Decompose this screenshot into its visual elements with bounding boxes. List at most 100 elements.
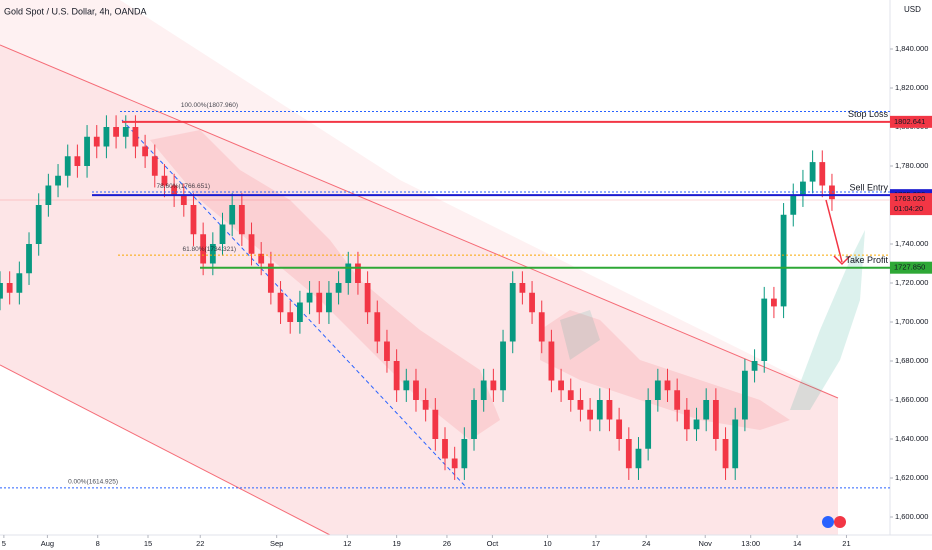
candle-body [471,400,477,440]
candle-body [35,205,42,245]
cloud [540,310,790,430]
x-tick-label: 12 [343,539,351,548]
last-price-label: 1763.020 [894,194,925,203]
candle-body [84,136,90,167]
candle-body [229,205,236,225]
candle-body [190,205,197,235]
chart-title: Gold Spot / U.S. Dollar, 4h, OANDA [4,6,147,16]
y-tick-label: 1,600.000 [895,512,928,521]
candle-body [142,146,149,157]
candle-body [171,185,178,196]
y-tick-label: 1,780.000 [895,161,928,170]
last-price-tag [890,193,932,216]
y-tick-label: 1,720.000 [895,278,928,287]
candle-body [384,341,390,362]
x-tick-label: 24 [642,539,650,548]
candle-body [296,302,303,323]
candle-body [790,195,797,215]
candle-body [442,439,448,459]
candle-body [674,390,681,410]
candle-body [0,283,3,299]
candle-body [306,292,313,303]
candle-body [596,400,603,420]
candle-body [606,400,613,420]
candle-body [180,195,187,206]
x-tick-label: 15 [144,539,152,548]
candle-body [625,439,632,469]
candle-body [829,185,835,200]
candle-body [761,298,768,362]
cloud [560,310,600,360]
candle-body [6,283,13,293]
x-tick-label: 10 [543,539,551,548]
candle-body [703,400,710,420]
candle-body [819,162,826,186]
candle-body [567,390,574,401]
channel-upper-line [0,44,839,399]
x-tick-label: 14 [793,539,801,548]
candle-body [45,185,52,206]
candle-body [519,283,526,293]
fib-label: 61.80%(1734.321) [183,246,237,253]
flag-icon [822,516,834,528]
y-tick-label: 1,680.000 [895,356,928,365]
y-tick-label: 1,640.000 [895,434,928,443]
x-tick-label: 19 [392,539,400,548]
x-tick-label: 26 [443,539,451,548]
candle-body [413,380,419,401]
candle-body [64,156,71,176]
candle-body [209,244,216,264]
candle-body [103,127,110,147]
flag-icon [834,516,846,528]
candle-body [548,341,555,381]
candle-body [200,234,207,264]
arrowhead [833,255,851,266]
x-tick-label: Oct [487,539,500,548]
level-name: Sell Entry [849,183,888,193]
candle-body [461,439,468,469]
y-tick-label: 1,820.000 [895,83,928,92]
fib-label: 100.00%(1807.960) [181,102,238,109]
candle-body [683,409,690,430]
candle-body [374,312,381,342]
candle-body [538,312,545,342]
candle-body [693,419,700,430]
y-tick-label: 1,840.000 [895,44,928,53]
candle-body [26,244,32,274]
candle-body [219,224,226,245]
candle-body [664,380,671,391]
price-tag-label: 1727.850 [894,263,925,272]
candle-body [480,380,487,401]
candle-body [722,439,729,469]
x-tick-label: Sep [270,539,283,548]
level-name: Take Profit [845,255,888,265]
candle-body [558,380,564,391]
candle-body [93,136,100,147]
candle-body [654,380,661,401]
candle-body [355,263,361,284]
cloud [790,230,865,410]
candle-body [238,205,245,235]
x-tick-label: 22 [196,539,204,548]
candle-body [55,175,61,186]
channel-upper-fill [0,0,838,398]
candle-body [809,162,816,182]
candle-body [422,400,429,410]
candle-body [132,127,139,147]
candle-body [122,127,129,137]
x-tick-label: 17 [592,539,600,548]
candle-body [732,419,739,469]
x-tick-label: 13:00 [741,539,760,548]
fib-label: 78.60%(1766.651) [157,183,211,190]
candle-body [529,292,535,313]
candle-body [161,175,168,186]
candle-body [74,156,81,167]
x-tick-label: Nov [699,539,713,548]
candle-body [509,283,516,342]
price-tag-label: 1802.641 [894,117,925,126]
candle-body [151,156,158,176]
y-tick-label: 1,660.000 [895,395,928,404]
candle-body [635,448,642,469]
x-tick-label: Aug [41,539,54,548]
